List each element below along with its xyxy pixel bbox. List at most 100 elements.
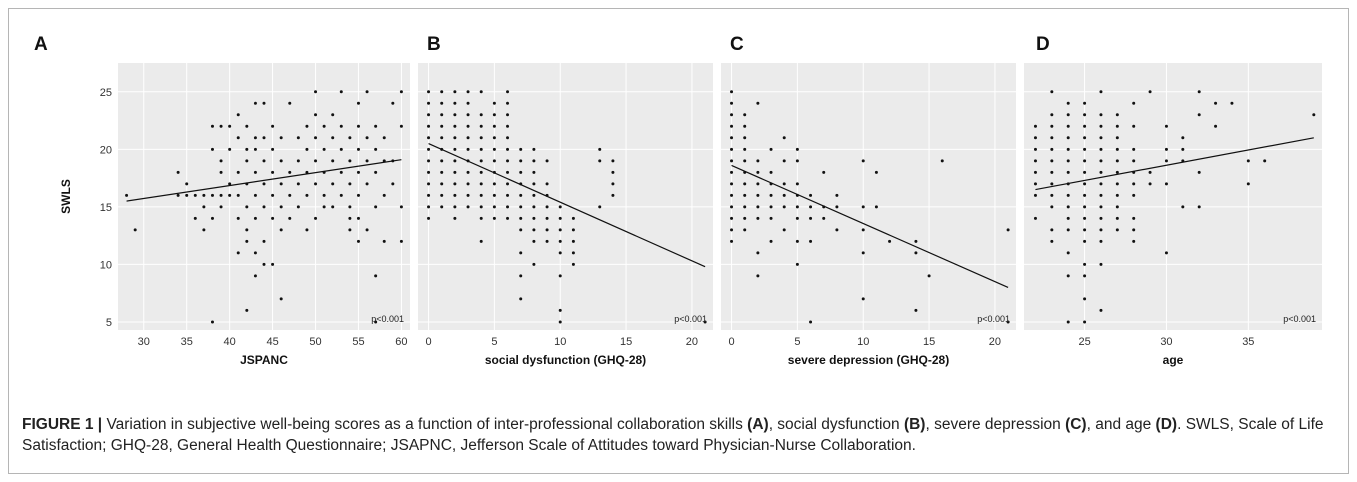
data-point (914, 251, 918, 255)
data-point (1115, 147, 1119, 151)
data-point (545, 182, 549, 186)
data-point (519, 193, 523, 197)
data-point (374, 274, 378, 278)
data-point (492, 205, 496, 209)
data-point (492, 136, 496, 140)
x-tick-label: 30 (1160, 336, 1172, 348)
data-point (382, 193, 386, 197)
y-tick-label: 20 (100, 144, 112, 156)
data-point (769, 193, 773, 197)
data-point (479, 205, 483, 209)
data-point (219, 205, 223, 209)
data-point (399, 205, 403, 209)
data-point (1050, 170, 1054, 174)
data-point (1050, 147, 1054, 151)
regression-line (731, 164, 1009, 288)
data-point (1050, 90, 1054, 94)
data-point (703, 320, 707, 324)
data-point (339, 170, 343, 174)
data-point (262, 136, 266, 140)
data-point (236, 193, 240, 197)
data-point (1181, 205, 1185, 209)
data-point (1033, 147, 1037, 151)
data-point (202, 228, 206, 232)
data-point (506, 159, 510, 163)
data-point (391, 101, 395, 105)
figure-frame (8, 8, 1349, 474)
data-point (253, 101, 257, 105)
data-point (271, 262, 275, 266)
data-point (1083, 193, 1087, 197)
data-point (730, 90, 734, 94)
data-point (339, 147, 343, 151)
data-point (453, 159, 457, 163)
panel-letter: D (1036, 34, 1050, 55)
data-point (756, 101, 760, 105)
data-point (558, 308, 562, 312)
data-point (545, 216, 549, 220)
data-point (1099, 124, 1103, 128)
caption-panel-ref: (D) (1155, 416, 1178, 433)
data-point (598, 147, 602, 151)
data-point (322, 205, 326, 209)
data-point (331, 113, 335, 117)
data-point (219, 159, 223, 163)
data-point (532, 205, 536, 209)
data-point (611, 159, 615, 163)
data-point (1148, 170, 1152, 174)
data-point (730, 159, 734, 163)
data-point (314, 159, 318, 163)
data-point (1066, 113, 1070, 117)
data-point (492, 101, 496, 105)
data-point (1181, 147, 1185, 151)
p-value-annotation: p<0.001 (674, 314, 707, 324)
data-point (1066, 205, 1070, 209)
y-tick-label: 15 (100, 202, 112, 214)
data-point (1099, 216, 1103, 220)
x-axis-label: age (1163, 353, 1184, 367)
data-point (399, 90, 403, 94)
data-point (440, 113, 444, 117)
data-point (914, 239, 918, 243)
data-point (399, 239, 403, 243)
caption-segment: , and age (1086, 416, 1156, 433)
data-point (861, 251, 865, 255)
data-point (1033, 159, 1037, 163)
data-point (611, 182, 615, 186)
data-point (492, 124, 496, 128)
data-point (1050, 113, 1054, 117)
data-point (453, 182, 457, 186)
data-point (193, 216, 197, 220)
data-point (532, 147, 536, 151)
data-point (822, 170, 826, 174)
data-point (453, 170, 457, 174)
data-point (861, 228, 865, 232)
data-point (271, 193, 275, 197)
data-point (558, 239, 562, 243)
data-point (1115, 228, 1119, 232)
data-point (185, 182, 189, 186)
data-point (571, 251, 575, 255)
data-point (730, 147, 734, 151)
data-point (519, 251, 523, 255)
data-point (382, 239, 386, 243)
data-point (479, 113, 483, 117)
data-point (427, 170, 431, 174)
caption-segment: . SWLS, Scale of Life Satisfaction; GHQ-… (22, 416, 1324, 454)
x-tick-label: 55 (352, 336, 364, 348)
data-point (782, 228, 786, 232)
caption-panel-ref: (A) (747, 416, 769, 433)
data-point (1066, 216, 1070, 220)
data-point (440, 159, 444, 163)
data-point (1050, 193, 1054, 197)
data-point (1164, 182, 1168, 186)
data-point (1083, 113, 1087, 117)
data-point (795, 205, 799, 209)
data-point (453, 205, 457, 209)
data-point (466, 124, 470, 128)
data-point (1033, 193, 1037, 197)
data-point (1083, 136, 1087, 140)
data-point (756, 159, 760, 163)
data-point (245, 205, 249, 209)
data-point (210, 320, 214, 324)
